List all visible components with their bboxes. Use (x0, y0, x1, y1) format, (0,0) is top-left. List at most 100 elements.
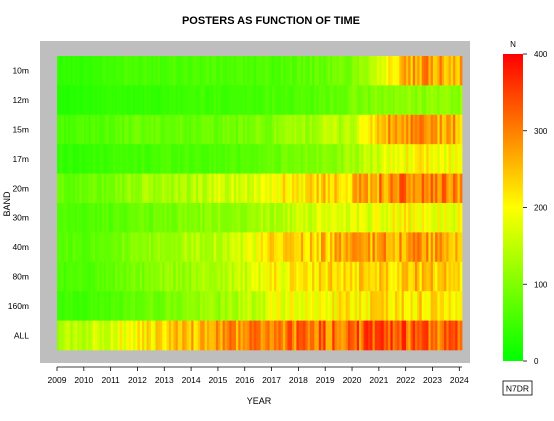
heatmap-cell (260, 144, 264, 174)
heatmap-cell (249, 173, 253, 204)
heatmap-cell (312, 203, 315, 233)
heatmap-cell (316, 85, 320, 116)
heatmap-cell (397, 85, 400, 116)
heatmap-cell (267, 320, 270, 351)
heatmap-cell (338, 232, 342, 263)
heatmap-cell (260, 173, 264, 204)
heatmap-cell (195, 56, 199, 86)
heatmap-cell (119, 203, 123, 233)
heatmap-cell (278, 56, 282, 86)
heatmap-cell (144, 114, 147, 145)
heatmap-cell (415, 320, 418, 351)
heatmap-cell (439, 144, 443, 174)
heatmap-cell (287, 144, 291, 174)
heatmap-cell (133, 203, 136, 233)
heatmap-cell (280, 203, 284, 233)
heatmap-cell (421, 173, 425, 204)
heatmap-cell (77, 203, 80, 233)
heatmap-cell (345, 85, 349, 116)
heatmap-cell (280, 85, 284, 116)
heatmap-cell (144, 232, 147, 263)
heatmap-cell (262, 261, 266, 292)
heatmap-cell (164, 291, 168, 321)
heatmap-cell (439, 320, 443, 351)
heatmap-cell (115, 114, 118, 145)
heatmap-cell (247, 203, 250, 233)
heatmap-cell (242, 85, 246, 116)
heatmap-cell (146, 291, 150, 321)
heatmap-cell (365, 144, 369, 174)
heatmap-cell (354, 320, 358, 351)
heatmap-cell (184, 114, 188, 145)
heatmap-cell (197, 173, 201, 204)
heatmap-cell (316, 173, 320, 204)
heatmap-cell (412, 114, 416, 145)
heatmap-cell (220, 56, 223, 86)
heatmap-cell (432, 261, 436, 292)
heatmap-cell (307, 56, 311, 86)
heatmap-cell (112, 291, 116, 321)
heatmap-cell (144, 85, 147, 116)
heatmap-cell (435, 144, 438, 174)
heatmap-cell (81, 203, 85, 233)
heatmap-cell (417, 173, 420, 204)
heatmap-cell (124, 144, 127, 174)
colorbar (503, 54, 523, 361)
heatmap-cell (175, 232, 179, 263)
heatmap-cell (70, 320, 74, 351)
heatmap-cell (242, 56, 246, 86)
heatmap-cell (142, 232, 145, 263)
heatmap-cell (376, 261, 380, 292)
heatmap-cell (354, 232, 358, 263)
heatmap-cell (412, 56, 416, 86)
heatmap-cell (332, 261, 335, 292)
heatmap-cell (166, 144, 170, 174)
heatmap-cell (236, 144, 239, 174)
heatmap-cell (439, 114, 443, 145)
heatmap-cell (180, 291, 183, 321)
heatmap-cell (343, 173, 347, 204)
heatmap-cell (345, 203, 349, 233)
heatmap-cell (173, 144, 176, 174)
heatmap-cell (401, 291, 405, 321)
heatmap-cell (83, 173, 87, 204)
heatmap-cell (68, 144, 71, 174)
heatmap-cell (249, 56, 253, 86)
heatmap-cell (101, 232, 105, 263)
heatmap-cell (401, 85, 405, 116)
heatmap-cell (459, 203, 463, 233)
heatmap-cell (390, 261, 394, 292)
heatmap-cell (329, 203, 333, 233)
heatmap-cell (282, 144, 286, 174)
heatmap-cell (459, 232, 463, 263)
heatmap-cell (251, 291, 255, 321)
heatmap-cell (99, 291, 103, 321)
heatmap-cell (103, 291, 107, 321)
heatmap-cell (121, 85, 125, 116)
heatmap-cell (437, 56, 441, 86)
heatmap-cell (175, 85, 179, 116)
heatmap-cell (332, 203, 335, 233)
heatmap-cell (119, 144, 123, 174)
heatmap-cell (446, 56, 449, 86)
heatmap-cell (108, 144, 112, 174)
heatmap-cell (356, 232, 360, 263)
heatmap-cell (119, 85, 123, 116)
heatmap-cell (430, 261, 434, 292)
heatmap-cell (345, 320, 349, 351)
heatmap-cell (399, 261, 402, 292)
heatmap-cell (276, 173, 279, 204)
heatmap-cell (115, 261, 118, 292)
heatmap-cell (432, 232, 436, 263)
heatmap-cell (296, 261, 300, 292)
heatmap-cell (238, 85, 241, 116)
heatmap-cell (374, 85, 378, 116)
heatmap-cell (318, 203, 322, 233)
heatmap-cell (233, 232, 237, 263)
heatmap-cell (238, 203, 241, 233)
heatmap-cell (370, 261, 373, 292)
heatmap-cell (408, 114, 411, 145)
heatmap-cell (184, 291, 188, 321)
heatmap-cell (343, 114, 347, 145)
heatmap-cell (432, 85, 436, 116)
